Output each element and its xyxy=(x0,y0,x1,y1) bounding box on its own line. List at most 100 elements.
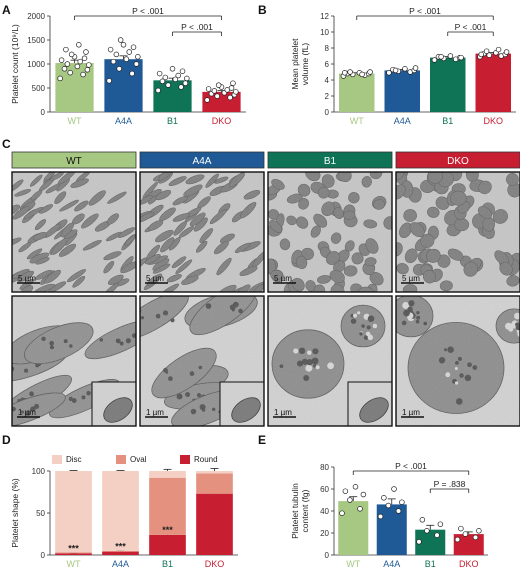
y-tick-label: 10 xyxy=(320,28,329,37)
data-point xyxy=(495,46,502,53)
data-point xyxy=(184,75,190,82)
y-tick-label: 1000 xyxy=(27,60,45,69)
data-point xyxy=(126,49,132,55)
scale-bar-label: 5 µm xyxy=(274,274,292,283)
panel-label-b: B xyxy=(258,3,267,17)
panel-label-a: A xyxy=(2,3,11,17)
micrograph-grain xyxy=(140,172,264,292)
inset-platelet xyxy=(231,397,261,423)
inset-platelet xyxy=(103,397,133,423)
data-point xyxy=(179,68,186,74)
x-tick-label-dko: DKO xyxy=(459,559,479,568)
header-a4a-label: A4A xyxy=(193,156,212,167)
comparison-label: P < .001 xyxy=(409,6,441,16)
micrograph-wt-detail: 1 µm xyxy=(11,295,137,427)
data-point xyxy=(438,54,444,60)
y-tick-label: 8 xyxy=(325,44,330,53)
micrograph-frame xyxy=(395,295,520,427)
y-tick-label: 4 xyxy=(325,76,330,85)
data-point xyxy=(230,80,236,86)
data-point xyxy=(58,57,65,63)
data-point xyxy=(233,89,239,95)
x-tick-label-dko: DKO xyxy=(212,116,232,126)
y-tick-label: 0 xyxy=(41,551,46,560)
data-point xyxy=(83,49,89,55)
y-tick-label: 0 xyxy=(325,108,330,117)
stack-round-a4a xyxy=(102,551,139,555)
bar-b1 xyxy=(430,57,466,112)
panel-label-e: E xyxy=(258,433,266,447)
data-point xyxy=(386,70,392,76)
data-point xyxy=(458,525,464,532)
data-point xyxy=(228,85,235,91)
y-tick-label: 0 xyxy=(325,551,330,560)
y-tick-label: 20 xyxy=(320,529,329,538)
micrograph-dko-overview: 5 µm xyxy=(395,171,520,293)
panel-label-c: C xyxy=(2,137,11,151)
bar-a4a xyxy=(376,504,407,555)
data-point xyxy=(360,491,367,498)
x-tick-label-wt: WT xyxy=(350,116,364,126)
data-point xyxy=(178,84,184,90)
legend-label-oval: Oval xyxy=(130,455,147,464)
micrograph-frame xyxy=(267,171,393,293)
data-point xyxy=(116,66,122,72)
comparison-label: P < .001 xyxy=(181,22,213,32)
stack-oval-dko xyxy=(196,473,233,494)
data-point xyxy=(133,61,140,67)
data-point xyxy=(74,63,81,70)
data-point xyxy=(156,70,163,77)
micrograph-wt-overview: 5 µm xyxy=(11,171,137,293)
y-tick-label: 500 xyxy=(32,84,46,93)
micrograph-a4a-overview: 5 µm xyxy=(139,171,265,293)
data-point xyxy=(68,51,75,58)
comparison-label: P < .001 xyxy=(455,22,487,32)
data-point xyxy=(476,528,482,534)
micrograph-panel: WT A4A B1 DKO 5 µm 1 µm 5 µm 1 µm 5 µm 1 µm 5 … xyxy=(11,151,520,427)
data-point xyxy=(165,82,171,88)
data-point xyxy=(447,53,454,59)
data-point xyxy=(159,78,166,85)
scale-bar-label: 1 µm xyxy=(146,408,164,417)
data-point xyxy=(123,56,130,62)
x-tick-label-wt: WT xyxy=(346,559,360,568)
data-point xyxy=(347,69,353,75)
data-point xyxy=(227,94,233,101)
data-point xyxy=(478,51,485,58)
x-tick-label-b1: B1 xyxy=(167,116,178,126)
y-tick-label: 100 xyxy=(32,467,46,476)
data-point xyxy=(434,532,440,538)
micrograph-frame xyxy=(11,295,137,427)
x-tick-label-dko: DKO xyxy=(205,559,225,568)
micrograph-frame xyxy=(395,171,520,293)
data-point xyxy=(113,51,120,58)
y-axis-label: Platelet shape (%) xyxy=(10,478,20,548)
scale-bar-label: 1 µm xyxy=(402,408,420,417)
comparison-label: P < .001 xyxy=(395,461,427,471)
data-point xyxy=(437,521,444,527)
y-tick-label: 2 xyxy=(325,92,330,101)
scale-bar-label: 5 µm xyxy=(402,274,420,283)
data-point xyxy=(391,486,397,492)
data-point xyxy=(81,55,88,61)
data-point xyxy=(342,70,348,76)
data-point xyxy=(458,54,464,61)
legend-swatch-oval xyxy=(116,455,126,464)
stack-oval-a4a xyxy=(102,550,139,552)
comparison-label: P < .001 xyxy=(132,6,164,16)
data-point xyxy=(342,488,349,494)
data-point xyxy=(57,75,63,82)
y-axis-label: Platelet tubulincontent (fg) xyxy=(290,483,310,539)
data-point xyxy=(172,76,179,83)
stack-disc-a4a xyxy=(102,471,139,551)
data-point xyxy=(205,86,212,92)
data-point xyxy=(359,71,365,78)
data-point xyxy=(117,37,124,43)
data-point xyxy=(377,513,384,520)
data-point xyxy=(84,67,91,73)
chart-platelet-count: 0 500 1000 1500 2000 Platelet count (10⁹/L) WT… xyxy=(10,6,246,126)
header-dko-label: DKO xyxy=(447,156,469,167)
legend-swatch-round xyxy=(180,455,190,464)
data-point xyxy=(399,499,405,505)
y-tick-label: 80 xyxy=(320,463,329,472)
